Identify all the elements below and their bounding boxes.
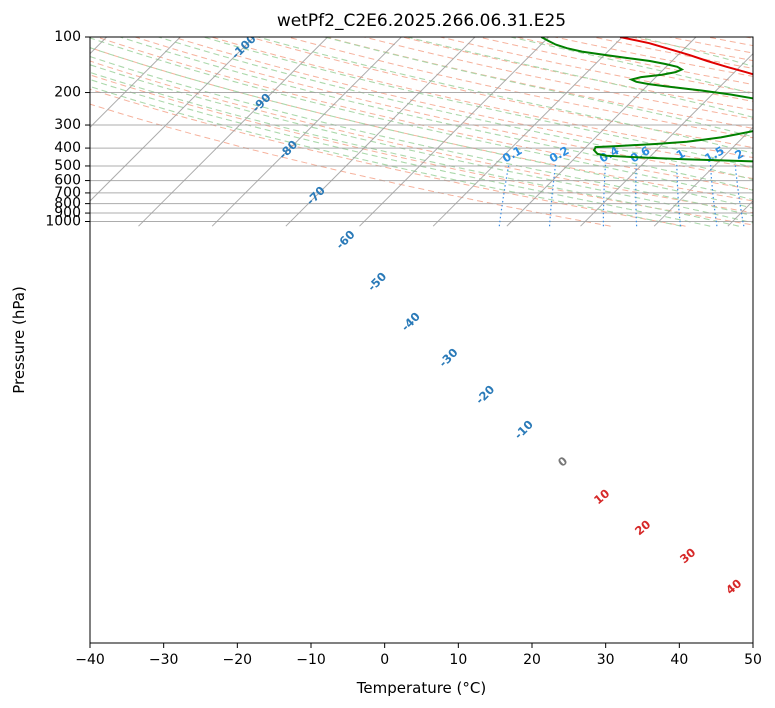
moist-adiabat: [90, 64, 753, 224]
y-tick-label: 400: [54, 140, 81, 156]
mixing-ratio-lines: [498, 164, 775, 227]
isotherm-label: -40: [398, 309, 423, 334]
mixing-ratio-line: [498, 164, 510, 227]
reference-line-labels: -100-90-80-70-60-50-40-30-20-100.1 0.2 0.4…: [229, 32, 775, 597]
plot-area: -100-90-80-70-60-50-40-30-20-100.1 0.2 0.4…: [0, 32, 775, 597]
isotherm-label: -30: [436, 345, 461, 370]
mixing-ratio-line: [602, 164, 607, 227]
moist-adiabat-label: 30: [677, 545, 698, 566]
chart-title: wetPf2_C2E6.2025.266.06.31.E25: [277, 11, 566, 31]
isotherm: [432, 37, 624, 227]
x-tick-label: −10: [296, 652, 326, 668]
y-tick-label: 900: [54, 205, 81, 221]
dry-adiabat: [133, 37, 753, 180]
moist-adiabat: [201, 37, 753, 168]
dry-adiabat: [90, 88, 686, 227]
mixing-ratio-line: [734, 164, 745, 227]
dry-adiabat: [476, 37, 753, 94]
mixing-ratio-label: 0.6: [628, 143, 653, 165]
moist-adiabat-label: 10: [591, 486, 612, 507]
isotherms: [0, 33, 753, 227]
temperature-line: [619, 37, 753, 76]
isotherm: [138, 37, 329, 227]
moist-adiabat: [404, 37, 753, 118]
y-tick-label: 700: [54, 185, 81, 201]
x-tick-label: −30: [149, 652, 179, 668]
moist-adiabat-label: 0: [555, 454, 570, 470]
dry-adiabat: [209, 37, 753, 159]
moist-adiabat-label: 20: [632, 517, 653, 538]
moist-adiabat: [90, 37, 753, 201]
moist-adiabat: [90, 47, 753, 209]
x-tick-label: 0: [380, 652, 389, 668]
x-tick-label: 50: [744, 652, 762, 668]
isotherm-label: -10: [511, 417, 536, 442]
y-tick-label: 500: [54, 158, 81, 174]
mixing-ratio-line: [549, 164, 557, 227]
isotherm-label: -100: [229, 32, 259, 62]
isotherm: [359, 37, 550, 227]
moist-adiabat: [90, 71, 739, 227]
moist-adiabat: [322, 37, 753, 138]
x-tick-label: 20: [523, 652, 541, 668]
moist-adiabat: [635, 37, 753, 67]
dry-adiabat: [362, 37, 753, 120]
mixing-ratio-label: 1.5: [702, 143, 727, 165]
isotherm: [211, 37, 403, 227]
isotherm-label: -50: [365, 269, 390, 294]
x-tick-label: −40: [75, 652, 105, 668]
mixing-ratio-line: [709, 164, 718, 227]
mixing-ratio-line: [676, 164, 681, 227]
isotherm: [653, 126, 753, 227]
isotherm: [285, 37, 476, 227]
isotherm: [580, 52, 753, 227]
mixing-ratio-label: 3: [768, 146, 775, 162]
y-tick-label: 100: [54, 29, 81, 45]
isotherm: [90, 37, 182, 129]
mixing-ratio-line: [635, 164, 638, 227]
y-axis-label: Pressure (hPa): [10, 286, 28, 394]
moist-adiabat: [156, 37, 753, 181]
x-tick-label: 10: [449, 652, 467, 668]
x-tick-label: 30: [597, 652, 615, 668]
y-tick-label: 200: [54, 85, 81, 101]
y-tick-label: 600: [54, 173, 81, 189]
isotherm: [90, 37, 255, 202]
y-tick-label: 800: [54, 196, 81, 212]
x-tick-label: 40: [670, 652, 688, 668]
dry-adiabat: [95, 37, 753, 191]
x-axis-ticks: −40 −30 −20 −10 0 10 20 30 40 50: [75, 643, 762, 668]
dewpoint-line: [540, 37, 753, 163]
moist-adiabat: [90, 85, 682, 227]
isotherm-label: -90: [249, 90, 274, 115]
pressure-gridlines: [90, 37, 753, 222]
plot-frame: [89, 36, 754, 644]
isotherm-label: -60: [333, 227, 358, 252]
isotherm-label: -20: [473, 382, 498, 407]
isotherm: [0, 33, 37, 226]
y-tick-label: 300: [54, 117, 81, 133]
moist-adiabat: [754, 33, 775, 226]
x-axis-label: Temperature (°C): [356, 679, 486, 697]
dry-adiabat: [90, 74, 753, 226]
dry-adiabat: [285, 37, 753, 139]
dry-adiabat: [90, 60, 753, 214]
x-tick-label: −20: [223, 652, 253, 668]
mixing-ratio-line: [771, 164, 775, 226]
y-tick-label: 1000: [45, 214, 81, 230]
dry-adiabat: [762, 33, 775, 226]
mixing-ratio-label: 0.2: [547, 143, 572, 165]
moist-adiabat-label: 40: [723, 576, 744, 597]
